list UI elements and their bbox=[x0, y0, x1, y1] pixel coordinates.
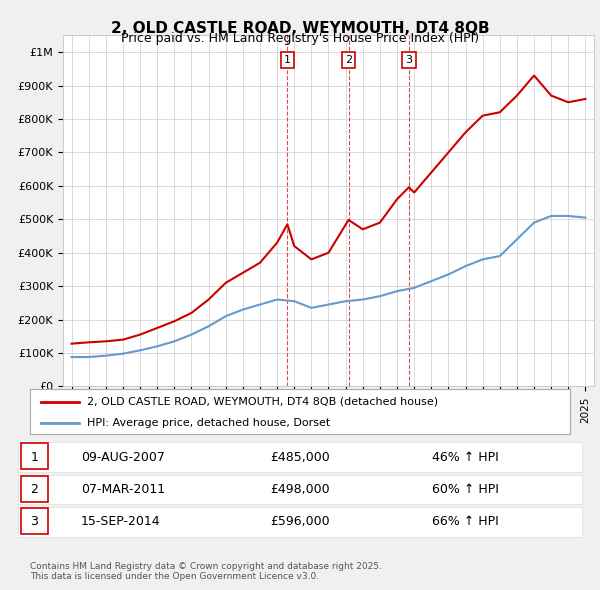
Text: 2, OLD CASTLE ROAD, WEYMOUTH, DT4 8QB: 2, OLD CASTLE ROAD, WEYMOUTH, DT4 8QB bbox=[110, 21, 490, 35]
Text: 1: 1 bbox=[31, 451, 38, 464]
Text: 3: 3 bbox=[31, 516, 38, 529]
Text: Price paid vs. HM Land Registry's House Price Index (HPI): Price paid vs. HM Land Registry's House … bbox=[121, 32, 479, 45]
Text: 2: 2 bbox=[345, 55, 352, 65]
Text: HPI: Average price, detached house, Dorset: HPI: Average price, detached house, Dors… bbox=[86, 418, 330, 428]
Text: £498,000: £498,000 bbox=[270, 483, 330, 496]
Text: 2: 2 bbox=[31, 483, 38, 496]
Text: 66% ↑ HPI: 66% ↑ HPI bbox=[432, 516, 499, 529]
Text: Contains HM Land Registry data © Crown copyright and database right 2025.
This d: Contains HM Land Registry data © Crown c… bbox=[30, 562, 382, 581]
Text: 15-SEP-2014: 15-SEP-2014 bbox=[81, 516, 161, 529]
Text: 09-AUG-2007: 09-AUG-2007 bbox=[81, 451, 165, 464]
Text: 60% ↑ HPI: 60% ↑ HPI bbox=[432, 483, 499, 496]
Text: £485,000: £485,000 bbox=[270, 451, 330, 464]
Text: 07-MAR-2011: 07-MAR-2011 bbox=[81, 483, 165, 496]
Text: 3: 3 bbox=[406, 55, 413, 65]
Text: 46% ↑ HPI: 46% ↑ HPI bbox=[432, 451, 499, 464]
Text: 1: 1 bbox=[284, 55, 291, 65]
Text: £596,000: £596,000 bbox=[270, 516, 330, 529]
Text: 2, OLD CASTLE ROAD, WEYMOUTH, DT4 8QB (detached house): 2, OLD CASTLE ROAD, WEYMOUTH, DT4 8QB (d… bbox=[86, 397, 438, 407]
